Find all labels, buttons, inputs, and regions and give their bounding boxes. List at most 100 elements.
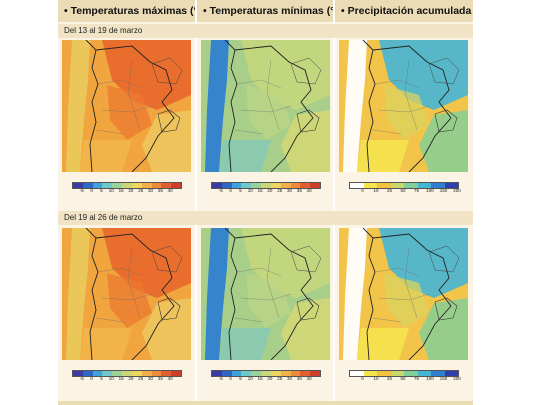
border-line [157,297,181,321]
legend-swatch [131,371,142,376]
header-precip: • Precipitación acumulada (mm) [335,0,473,22]
province-lines [234,247,292,323]
field-north [102,228,191,298]
legend-swatch [300,183,311,188]
legend-temperature-tmin-1: -5 0 5 10 15 20 25 30 35 40 [211,182,321,198]
forecast-figure: • Temperaturas máximas (°C) • Temperatur… [58,0,473,405]
legend-swatch [122,371,132,376]
legend-tick-label: 10 [108,188,114,193]
legend-swatch [141,371,152,376]
legend-swatch [161,183,172,188]
border-line [151,245,183,273]
province-lines [95,59,153,135]
legend-color-bar [72,182,182,189]
province-lines [234,59,292,135]
map-svg [62,228,191,360]
legend-swatch [404,371,418,376]
legend-tick-label: 20 [267,188,273,193]
legend-swatch [82,371,93,376]
map-tmax-week2 [62,228,191,360]
legend-tick-label: 15 [118,188,124,193]
legend-swatch [161,371,172,376]
map-precip-week2 [339,228,468,360]
field-coast [142,298,191,360]
province-lines [95,247,153,323]
legend-tick-label: 40 [306,376,312,381]
map-tmin-week1 [201,40,330,172]
legend-precipitation-2: 0 10 25 50 75 100 150 200 [349,370,461,386]
legend-swatch [310,183,320,188]
border-line [362,40,376,172]
field-north [379,40,468,110]
legend-tick-label: 25 [277,376,283,381]
legend-tick-label: 200 [453,188,461,193]
map-svg [201,228,330,360]
legend-tick-label: 30 [148,188,154,193]
field-south [80,140,132,172]
legend-swatch [417,183,431,188]
legend-tick-label: 15 [118,376,124,381]
legend-swatch [251,371,262,376]
header-tmin: • Temperaturas mínimas (°C) [197,0,333,22]
legend-swatch [73,371,83,376]
legend-tick-label: 150 [439,188,448,193]
map-precip-week1 [339,40,468,172]
legend-swatch [417,371,431,376]
legend-swatch [171,371,181,376]
legend-temperature-tmax-1: -5 0 5 10 15 20 25 30 35 40 [72,182,182,198]
legend-tick-label: 35 [157,376,163,381]
legend-color-bar [211,370,321,377]
field-south [219,140,271,172]
header-tmax: • Temperaturas máximas (°C) [58,0,195,22]
legend-tick-label: 30 [287,376,293,381]
legend-tick-label: 35 [157,188,163,193]
province-lines [372,247,430,323]
legend-tick-label: 5 [239,188,242,193]
field-center [246,273,291,328]
period-label-1: Del 13 al 19 de marzo [58,24,473,38]
border-line [290,245,322,273]
field-coast [281,298,330,360]
border-line [296,297,320,321]
legend-swatch [231,371,242,376]
period-label-2: Del 19 al 26 de marzo [58,211,473,225]
legend-swatch [444,183,458,188]
legend-temperature-tmax-2: -5 0 5 10 15 20 25 30 35 40 [72,370,182,386]
legend-swatch [112,183,123,188]
legend-swatch [300,371,311,376]
map-svg [62,40,191,172]
border-line [95,45,175,172]
border-line [157,109,181,133]
legend-swatch [92,183,103,188]
legend-tick-label: 0 [229,188,232,193]
field-center [107,273,152,328]
legend-tick-label: 40 [167,376,173,381]
legend-tick-label: 10 [247,376,253,381]
legend-swatch [241,183,252,188]
border-line [85,40,99,172]
field-south [357,328,409,360]
legend-precipitation-1: 0 10 25 50 75 100 150 200 [349,182,461,198]
legend-swatch [221,371,232,376]
field-center [107,85,152,140]
legend-tick-label: 20 [128,188,134,193]
map-svg [201,40,330,172]
legend-tick-label: 30 [287,188,293,193]
field-north [241,228,330,298]
map-svg [339,228,468,360]
legend-swatch [151,371,162,376]
border-line [296,109,320,133]
legend-swatch [431,371,445,376]
legend-tick-label: 35 [296,188,302,193]
legend-color-bar [211,182,321,189]
legend-swatch [92,371,103,376]
legend-color-bar [72,370,182,377]
legend-swatch [390,183,404,188]
legend-swatch [290,371,301,376]
border-line [362,228,376,360]
map-tmin-week2 [201,228,330,360]
legend-tick-label: 150 [439,376,448,381]
border-line [428,245,460,273]
border-line [372,45,452,172]
legend-tick-label: 200 [453,376,461,381]
